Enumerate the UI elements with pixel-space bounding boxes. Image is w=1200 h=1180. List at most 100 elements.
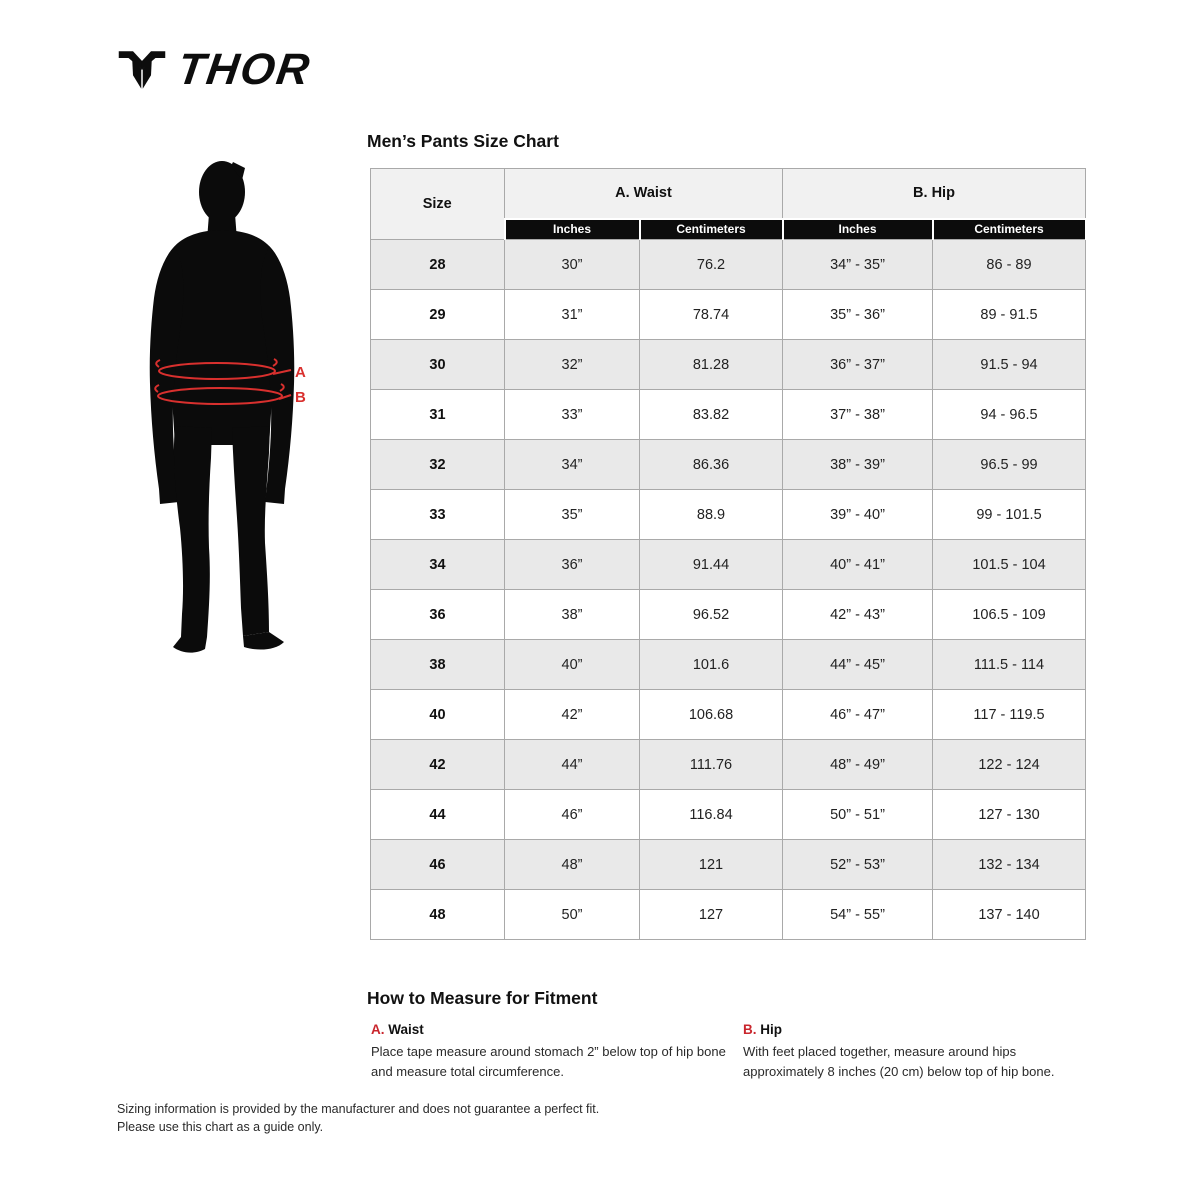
waist-inches-cell: 32” xyxy=(504,339,640,390)
waist-centimeters-cell: 91.44 xyxy=(639,539,783,590)
hip-inches-cell: 38” - 39” xyxy=(782,439,933,490)
waist-inches-cell: 40” xyxy=(504,639,640,690)
size-cell: 30 xyxy=(370,339,505,390)
hip-centimeters-cell: 122 - 124 xyxy=(932,739,1086,790)
table-row: 29 31” 78.74 35” - 36” 89 - 91.5 xyxy=(370,289,1086,340)
size-cell: 40 xyxy=(370,689,505,740)
size-cell: 42 xyxy=(370,739,505,790)
waist-inches-cell: 50” xyxy=(504,889,640,940)
waist-inches-cell: 30” xyxy=(504,239,640,290)
hip-centimeters-cell: 101.5 - 104 xyxy=(932,539,1086,590)
waist-centimeters-cell: 111.76 xyxy=(639,739,783,790)
hip-centimeters-cell: 137 - 140 xyxy=(932,889,1086,940)
waist-centimeters-cell: 81.28 xyxy=(639,339,783,390)
table-row: 34 36” 91.44 40” - 41” 101.5 - 104 xyxy=(370,539,1086,590)
hip-inches-cell: 36” - 37” xyxy=(782,339,933,390)
table-row: 42 44” 111.76 48” - 49” 122 - 124 xyxy=(370,739,1086,790)
hip-inches-cell: 44” - 45” xyxy=(782,639,933,690)
measurement-lines xyxy=(154,358,292,405)
hip-centimeters-cell: 86 - 89 xyxy=(932,239,1086,290)
size-cell: 44 xyxy=(370,789,505,840)
table-row: 30 32” 81.28 36” - 37” 91.5 - 94 xyxy=(370,339,1086,390)
table-row: 28 30” 76.2 34” - 35” 86 - 89 xyxy=(370,239,1086,290)
size-cell: 36 xyxy=(370,589,505,640)
hip-centimeters-header: Centimeters xyxy=(931,217,1087,240)
disclaimer-line-2: Please use this chart as a guide only. xyxy=(117,1120,324,1135)
table-header-row: Size A. Waist B. Hip xyxy=(370,168,1086,240)
page-title: Men’s Pants Size Chart xyxy=(367,131,559,151)
waist-instruction-text: Place tape measure around stomach 2” bel… xyxy=(371,1044,726,1079)
waist-centimeters-cell: 121 xyxy=(639,839,783,890)
table-row: 48 50” 127 54” - 55” 137 - 140 xyxy=(370,889,1086,940)
waist-centimeters-cell: 83.82 xyxy=(639,389,783,440)
brand-logo: THOR xyxy=(118,42,314,98)
hip-centimeters-cell: 99 - 101.5 xyxy=(932,489,1086,540)
hip-label-text: Hip xyxy=(756,1022,782,1037)
size-cell: 33 xyxy=(370,489,505,540)
size-chart-table: Size A. Waist B. Hip Inches Centimeters … xyxy=(370,168,1087,940)
hip-centimeters-cell: 106.5 - 109 xyxy=(932,589,1086,640)
waist-inches-cell: 36” xyxy=(504,539,640,590)
body-measurement-figure: A B xyxy=(145,158,365,658)
waist-centimeters-cell: 78.74 xyxy=(639,289,783,340)
waist-inches-cell: 46” xyxy=(504,789,640,840)
waist-centimeters-cell: 116.84 xyxy=(639,789,783,840)
hip-centimeters-cell: 96.5 - 99 xyxy=(932,439,1086,490)
sizing-disclaimer: Sizing information is provided by the ma… xyxy=(117,1100,599,1136)
hip-line-label: B xyxy=(295,389,306,406)
table-row: 32 34” 86.36 38” - 39” 96.5 - 99 xyxy=(370,439,1086,490)
waist-centimeters-cell: 86.36 xyxy=(639,439,783,490)
size-cell: 48 xyxy=(370,889,505,940)
waist-instruction-block: A. Waist Place tape measure around stoma… xyxy=(371,1022,729,1081)
waist-line-label: A xyxy=(295,364,306,381)
waist-centimeters-cell: 96.52 xyxy=(639,589,783,640)
size-cell: 29 xyxy=(370,289,505,340)
table-row: 31 33” 83.82 37” - 38” 94 - 96.5 xyxy=(370,389,1086,440)
waist-inches-cell: 34” xyxy=(504,439,640,490)
disclaimer-line-1: Sizing information is provided by the ma… xyxy=(117,1102,600,1116)
size-cell: 46 xyxy=(370,839,505,890)
hip-instruction-block: B. Hip With feet placed together, measur… xyxy=(743,1022,1083,1081)
waist-centimeters-cell: 76.2 xyxy=(639,239,783,290)
waist-centimeters-cell: 88.9 xyxy=(639,489,783,540)
hip-centimeters-cell: 132 - 134 xyxy=(932,839,1086,890)
hip-inches-cell: 46” - 47” xyxy=(782,689,933,740)
waist-inches-cell: 35” xyxy=(504,489,640,540)
waist-inches-cell: 38” xyxy=(504,589,640,640)
waist-inches-cell: 44” xyxy=(504,739,640,790)
hip-inches-cell: 50” - 51” xyxy=(782,789,933,840)
table-row: 33 35” 88.9 39” - 40” 99 - 101.5 xyxy=(370,489,1086,540)
size-cell: 28 xyxy=(370,239,505,290)
male-silhouette-graphic: A B xyxy=(149,161,306,653)
size-cell: 38 xyxy=(370,639,505,690)
hip-instruction-label: B. Hip xyxy=(743,1022,1083,1037)
hip-centimeters-cell: 89 - 91.5 xyxy=(932,289,1086,340)
table-row: 44 46” 116.84 50” - 51” 127 - 130 xyxy=(370,789,1086,840)
hip-inches-cell: 48” - 49” xyxy=(782,739,933,790)
size-table-body: 28 30” 76.2 34” - 35” 86 - 89 29 31” 78.74 35” -… xyxy=(370,239,1086,940)
size-cell: 34 xyxy=(370,539,505,590)
hip-inches-header: Inches xyxy=(781,217,934,240)
hip-inches-cell: 35” - 36” xyxy=(782,289,933,340)
size-cell: 31 xyxy=(370,389,505,440)
hip-centimeters-cell: 117 - 119.5 xyxy=(932,689,1086,740)
waist-inches-cell: 42” xyxy=(504,689,640,740)
waist-inches-header: Inches xyxy=(503,217,641,240)
size-column-header: Size xyxy=(370,168,505,240)
waist-centimeters-cell: 101.6 xyxy=(639,639,783,690)
table-row: 38 40” 101.6 44” - 45” 111.5 - 114 xyxy=(370,639,1086,690)
thor-logo-icon xyxy=(118,51,166,89)
waist-inches-cell: 48” xyxy=(504,839,640,890)
hip-instruction-text: With feet placed together, measure aroun… xyxy=(743,1044,1055,1079)
waist-instruction-label: A. Waist xyxy=(371,1022,729,1037)
waist-centimeters-cell: 127 xyxy=(639,889,783,940)
waist-inches-cell: 31” xyxy=(504,289,640,340)
hip-group-header: B. Hip xyxy=(782,168,1086,219)
size-cell: 32 xyxy=(370,439,505,490)
hip-centimeters-cell: 94 - 96.5 xyxy=(932,389,1086,440)
waist-group-header: A. Waist xyxy=(504,168,783,219)
waist-inches-cell: 33” xyxy=(504,389,640,440)
hip-centimeters-cell: 91.5 - 94 xyxy=(932,339,1086,390)
waist-centimeters-header: Centimeters xyxy=(638,217,784,240)
table-subheader-row: Inches Centimeters Inches Centimeters xyxy=(371,217,1087,240)
